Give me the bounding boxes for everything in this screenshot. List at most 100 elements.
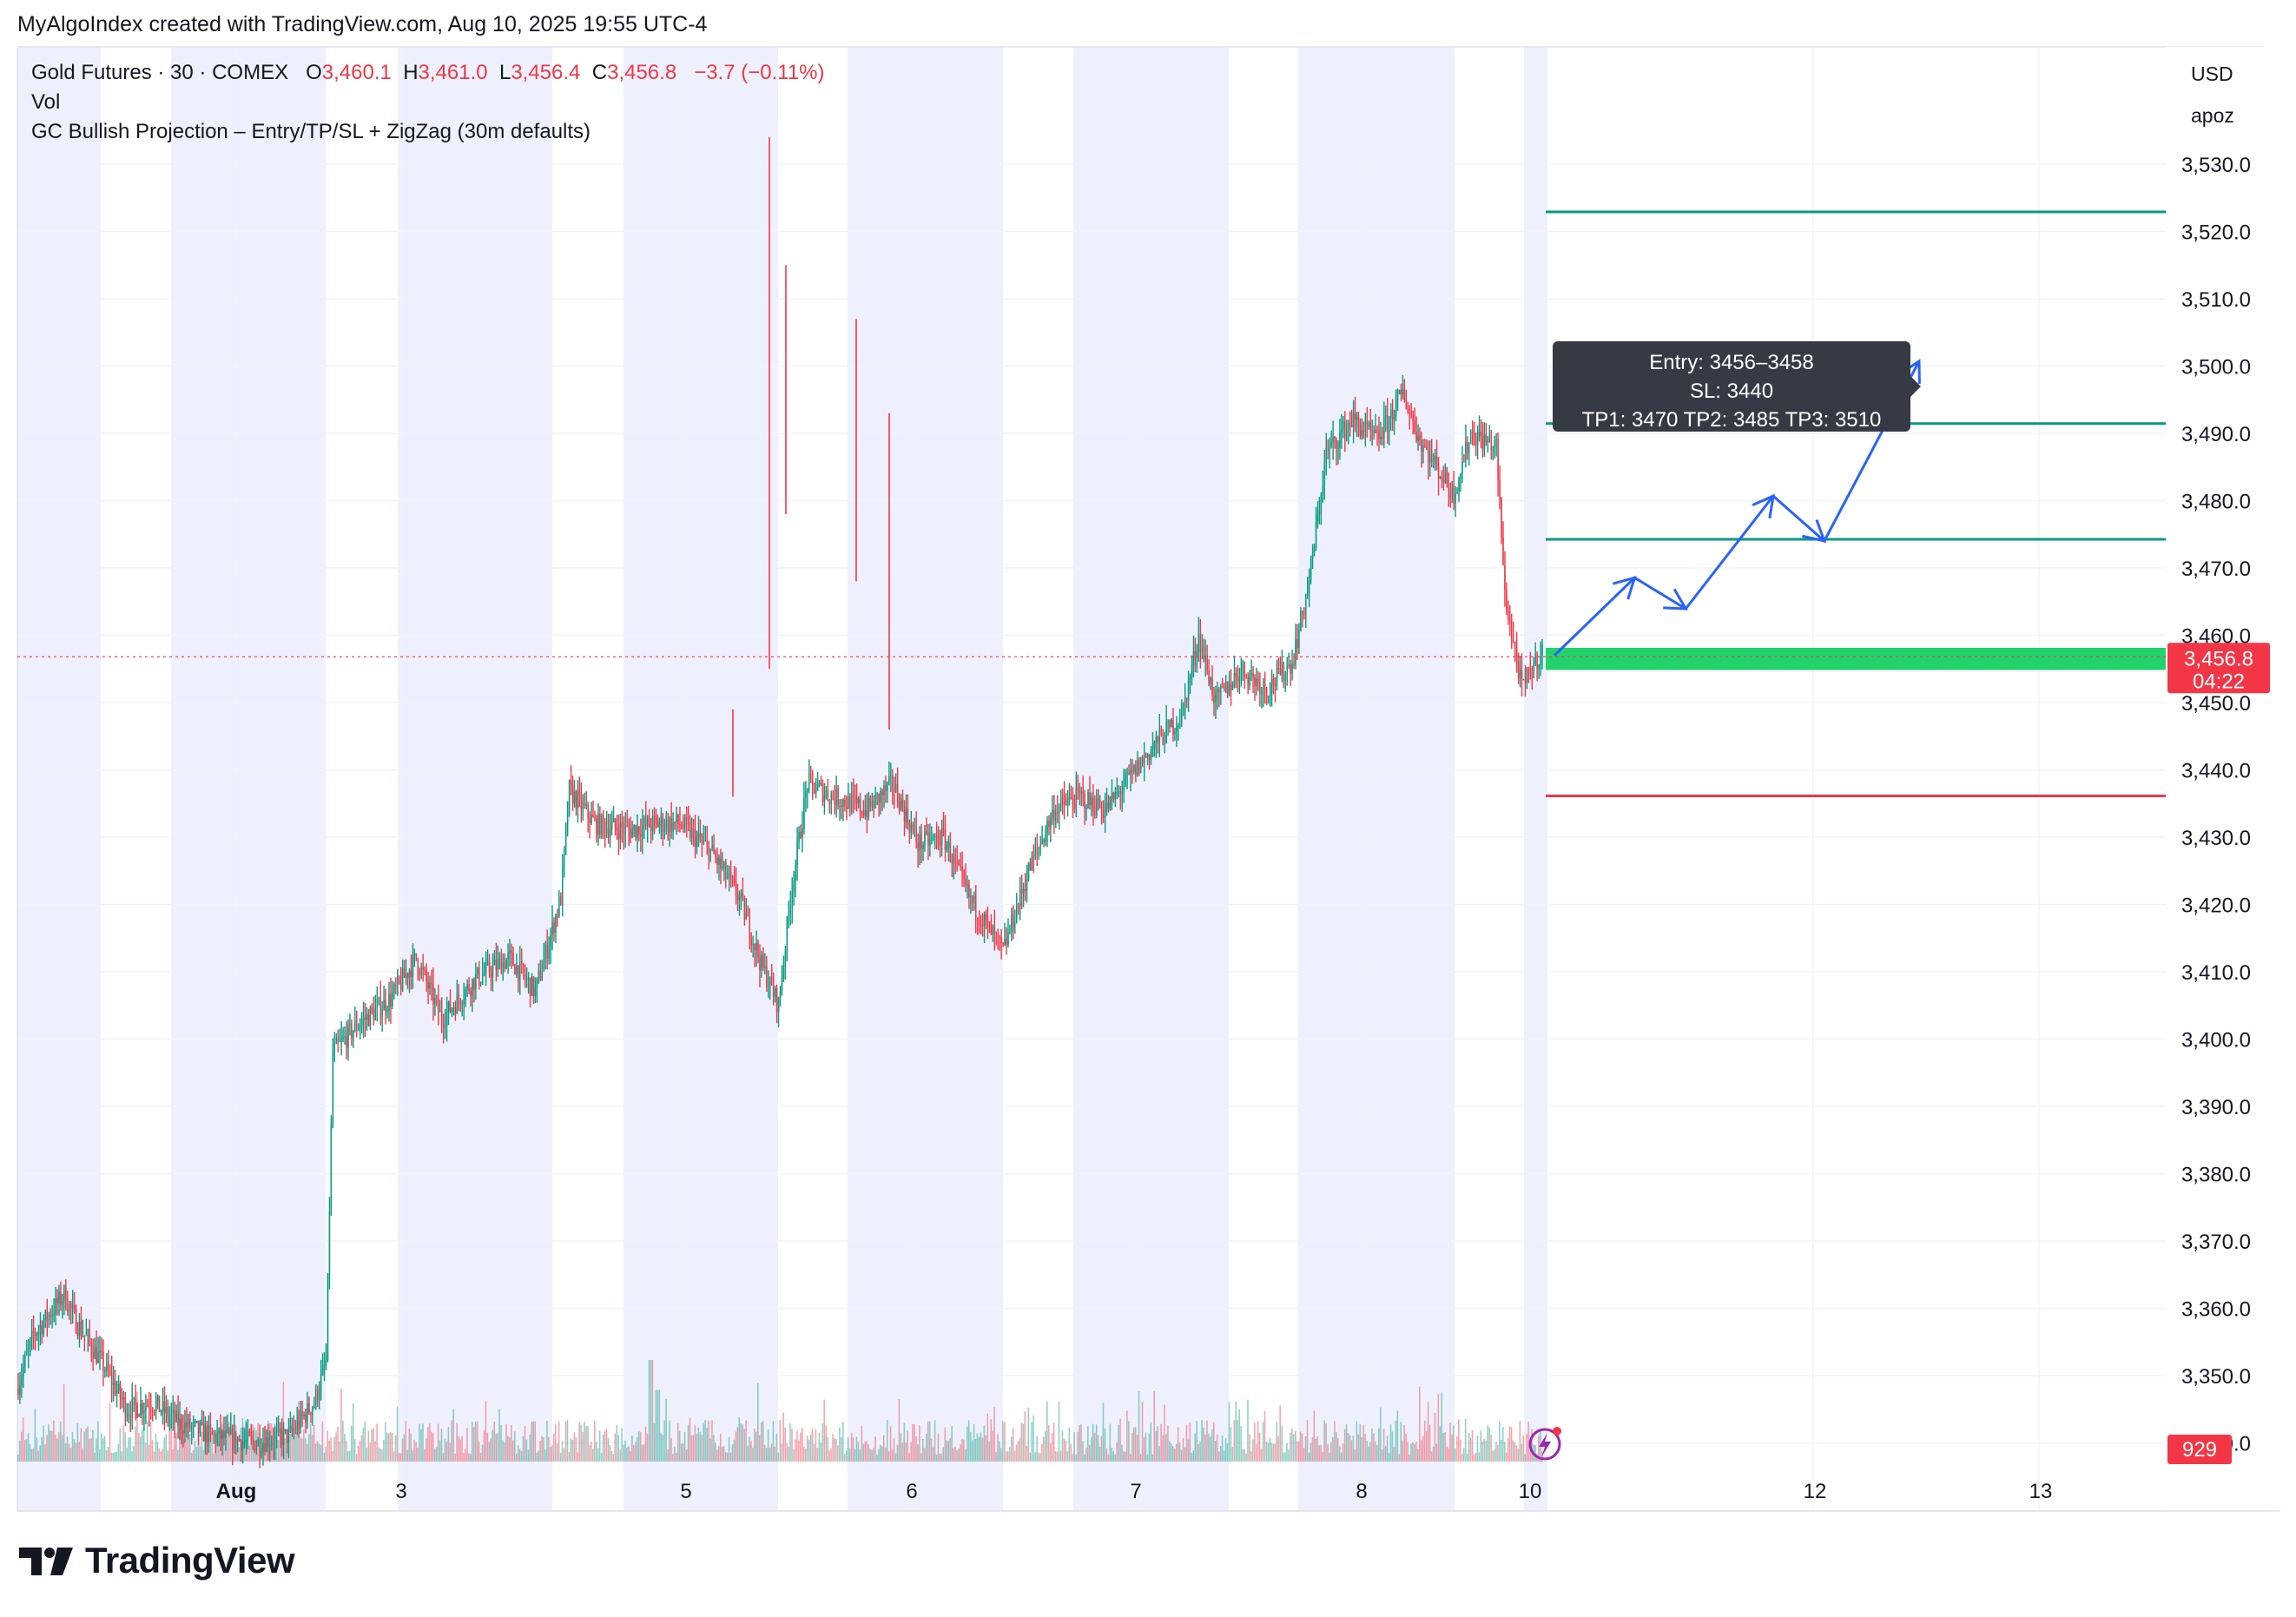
volume-bar <box>1114 1454 1116 1462</box>
indicator-legend[interactable]: GC Bullish Projection – Entry/TP/SL + Zi… <box>31 120 591 143</box>
candle-body <box>360 1021 363 1026</box>
volume-bar <box>920 1453 922 1462</box>
candle-body <box>445 1012 448 1026</box>
candle-body <box>525 978 528 980</box>
volume-bar <box>337 1426 339 1462</box>
volume-bar <box>59 1421 62 1462</box>
candle-body <box>1126 772 1128 775</box>
candle-body <box>1048 821 1050 828</box>
candle-body <box>182 1430 184 1434</box>
volume-bar <box>36 1437 38 1462</box>
time-axis: Aug 3 5 6 7 8 10 12 13 <box>17 1480 2280 1512</box>
candle-body <box>475 974 477 990</box>
candle-body <box>32 1330 35 1334</box>
volume-bar <box>1058 1401 1060 1462</box>
volume-bar <box>1164 1404 1165 1462</box>
volume-bar <box>1475 1453 1477 1462</box>
candle-body <box>852 795 854 797</box>
candle-body <box>156 1396 159 1402</box>
candle-body <box>709 848 711 861</box>
candle-body <box>245 1439 247 1442</box>
candle-body <box>364 1017 366 1020</box>
volume-bar <box>607 1437 610 1462</box>
candle-body <box>168 1416 171 1418</box>
volume-bar <box>1026 1445 1028 1462</box>
symbol-legend[interactable]: Gold Futures · 30 · COMEX O3,460.1 H3,46… <box>31 61 825 85</box>
candle-body <box>926 831 927 833</box>
candle-body <box>71 1305 74 1309</box>
volume-bar <box>1303 1448 1305 1462</box>
volume-bar <box>488 1442 491 1462</box>
volume-bar <box>109 1403 111 1462</box>
candle-body <box>1112 792 1115 800</box>
volume-bar <box>978 1436 980 1462</box>
volume-bar <box>880 1444 881 1462</box>
volume-bar <box>643 1444 645 1462</box>
currency-label[interactable]: USD <box>2191 63 2233 85</box>
candle-body <box>660 816 663 824</box>
volume-bar <box>1476 1436 1479 1462</box>
volume-bar <box>1134 1427 1137 1462</box>
volume-bar <box>99 1449 101 1462</box>
candle-body <box>1096 798 1098 816</box>
volume-bar <box>765 1448 768 1462</box>
volume-bar <box>158 1448 161 1462</box>
candle-body <box>273 1443 274 1445</box>
price-tick: 3,350.0 <box>2181 1365 2251 1389</box>
volume-bar <box>1349 1435 1351 1462</box>
volume-bar <box>1449 1422 1451 1462</box>
volume-bar <box>770 1443 773 1462</box>
candle-body <box>490 973 492 978</box>
candle-body <box>385 999 386 1012</box>
volume-bar <box>874 1436 876 1462</box>
candle-body <box>502 961 504 974</box>
volume-bar <box>1437 1394 1440 1462</box>
volume-bar <box>594 1421 596 1462</box>
volume-bar <box>248 1445 250 1462</box>
volume-bar <box>1541 1451 1543 1462</box>
candle-body <box>1311 553 1314 560</box>
volume-bar <box>1153 1390 1156 1462</box>
candle-body <box>1412 415 1414 421</box>
volume-bar <box>813 1443 815 1462</box>
candle-body <box>172 1409 174 1414</box>
volume-bar <box>362 1428 365 1462</box>
candle-body <box>947 842 950 847</box>
volume-bar <box>1497 1444 1499 1462</box>
candle-body <box>175 1410 177 1422</box>
candle-body <box>976 918 979 921</box>
candle-body <box>19 1384 21 1396</box>
volume-bar <box>1177 1427 1179 1462</box>
volume-bar <box>976 1433 979 1462</box>
volume-legend[interactable]: Vol <box>31 90 61 114</box>
candle-body <box>834 798 835 806</box>
candle-body <box>1512 637 1514 642</box>
candle-body <box>1102 815 1105 818</box>
candle-body <box>692 828 695 830</box>
tradingview-logo[interactable]: TradingView <box>19 1540 295 1581</box>
candle-body <box>347 1024 349 1048</box>
volume-bar <box>1111 1448 1113 1462</box>
candle-body <box>619 822 622 840</box>
candle-body <box>818 782 821 785</box>
candle-body <box>703 840 705 842</box>
candle-body <box>1257 678 1259 683</box>
time-label: 13 <box>2029 1480 2053 1503</box>
volume-bar <box>861 1426 863 1462</box>
scale-mode-label[interactable]: apoz <box>2191 104 2234 127</box>
volume-bar <box>1010 1436 1013 1462</box>
volume-bar <box>990 1419 992 1462</box>
volume-bar <box>637 1430 640 1462</box>
volume-bar <box>485 1401 487 1462</box>
candle-body <box>1070 796 1072 800</box>
volume-bar <box>835 1439 837 1462</box>
volume-bar <box>1080 1424 1082 1462</box>
volume-bar <box>415 1442 417 1462</box>
volume-bar <box>122 1425 125 1462</box>
candle-body <box>1187 679 1190 702</box>
volume-bar <box>1458 1419 1460 1462</box>
candle-body <box>1027 862 1030 880</box>
volume-bar <box>694 1425 696 1462</box>
candle-body <box>839 806 841 808</box>
